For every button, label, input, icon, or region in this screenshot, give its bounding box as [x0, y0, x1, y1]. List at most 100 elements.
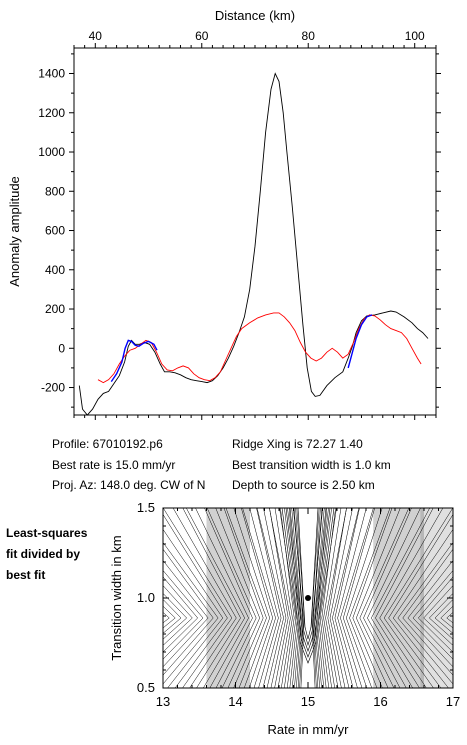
contour-line [375, 508, 434, 688]
contour-line [428, 592, 453, 640]
y-tick-label: 800 [45, 184, 65, 198]
contour-line [402, 548, 453, 676]
x-tick-label: 16 [373, 694, 387, 709]
contour-line [321, 508, 336, 688]
contour-line [163, 513, 228, 688]
contour-line [407, 560, 453, 668]
contour-line [325, 508, 347, 688]
contour-line [367, 508, 421, 688]
contour-line [434, 599, 453, 634]
contour-line [163, 611, 170, 624]
dense-contour-band [206, 508, 250, 688]
contour-line [269, 508, 291, 688]
contour-line [284, 508, 298, 688]
x-tick-label: 14 [228, 694, 242, 709]
y-tick-label: 0.5 [137, 680, 155, 695]
x-tick-label: 17 [446, 694, 460, 709]
contour-line [280, 508, 295, 688]
contour-line [285, 508, 331, 658]
contour-line [388, 513, 453, 688]
contour-line [225, 508, 267, 688]
contour-line [241, 508, 273, 688]
y-tick-label: 1000 [38, 145, 65, 159]
contour-line [337, 508, 367, 688]
side-note-line: Least-squares [6, 526, 88, 540]
y-tick-label: -200 [41, 381, 65, 395]
contour-line [349, 508, 391, 688]
best-transition-label: Best transition width is 1.0 km [232, 458, 391, 472]
contour-line [379, 508, 444, 688]
contour-line [291, 508, 302, 688]
contour-line [289, 508, 327, 652]
contour-line [163, 528, 224, 688]
y-tick-label: 1200 [38, 106, 65, 120]
contour-line [334, 508, 360, 688]
y-tick-label: 0 [58, 341, 65, 355]
contour-line [297, 508, 319, 640]
contour-line [233, 508, 270, 688]
contour-line [287, 508, 301, 688]
y-tick-label: 200 [45, 302, 65, 316]
y-tick-label: 1.0 [137, 590, 155, 605]
contour-line [215, 508, 260, 688]
series-line [97, 312, 422, 384]
contour-lines [163, 508, 453, 688]
side-note-line: fit divided by [6, 547, 81, 561]
contour-line [163, 605, 176, 629]
contour-line [223, 508, 264, 688]
contour-line [318, 508, 332, 688]
contour-line [392, 528, 453, 688]
contour-line [346, 508, 383, 688]
contour-line [356, 508, 401, 688]
ridge-crossing-label: Ridge Xing is 72.27 1.40 [232, 437, 363, 451]
contour-line [163, 576, 199, 653]
contour-line [163, 592, 188, 640]
contour-line [440, 605, 453, 629]
x-tick-label: 100 [405, 29, 425, 43]
x-tick-label: 15 [301, 694, 315, 709]
contour-line [204, 508, 253, 688]
contour-line [186, 508, 245, 688]
contour-line [359, 508, 410, 688]
best-rate-label: Best rate is 15.0 mm/yr [52, 458, 176, 472]
contour-line [163, 570, 204, 660]
contour-line [397, 542, 453, 685]
contour-line [340, 508, 374, 688]
contour-line [182, 508, 241, 688]
side-note: Least-squares fit divided by best fit [6, 523, 87, 586]
contour-line [274, 508, 293, 688]
y-axis-label: Transition width in km [109, 535, 124, 660]
series-line [347, 314, 373, 369]
y-tick-label: 1.5 [137, 500, 155, 515]
contour-line [163, 599, 182, 634]
contour-line [281, 508, 335, 664]
depth-label: Depth to source is 2.50 km [232, 478, 375, 492]
contour-line [371, 508, 430, 688]
series-line [110, 339, 158, 382]
x-axis-label: Rate in mm/yr [268, 722, 350, 737]
side-note-line: best fit [6, 568, 46, 582]
contour-line [314, 508, 325, 688]
y-tick-label: 1400 [38, 67, 65, 81]
y-axis-label: Anomaly amplitude [7, 176, 22, 287]
contour-line [249, 508, 279, 688]
contour-line [256, 508, 282, 688]
contour-line [446, 611, 453, 624]
contour-line [206, 508, 257, 688]
contour-line [332, 508, 360, 688]
contour-line [163, 548, 214, 676]
series-line [78, 72, 429, 416]
contour-line [352, 508, 393, 688]
best-fit-marker [305, 595, 311, 601]
contour-line [256, 508, 284, 688]
contour-line [242, 508, 276, 688]
contour-line [269, 508, 289, 688]
contour-line [329, 508, 353, 688]
plot-frame [73, 47, 437, 416]
projection-azimuth-label: Proj. Az: 148.0 deg. CW of N [52, 478, 206, 492]
dense-contour-band [373, 508, 424, 688]
x-tick-label: 13 [156, 694, 170, 709]
y-tick-label: 400 [45, 263, 65, 277]
anomaly-profile-chart: 40 60 80 100 Distance (km) -200 0 200 400 600 800 1… [7, 8, 441, 420]
